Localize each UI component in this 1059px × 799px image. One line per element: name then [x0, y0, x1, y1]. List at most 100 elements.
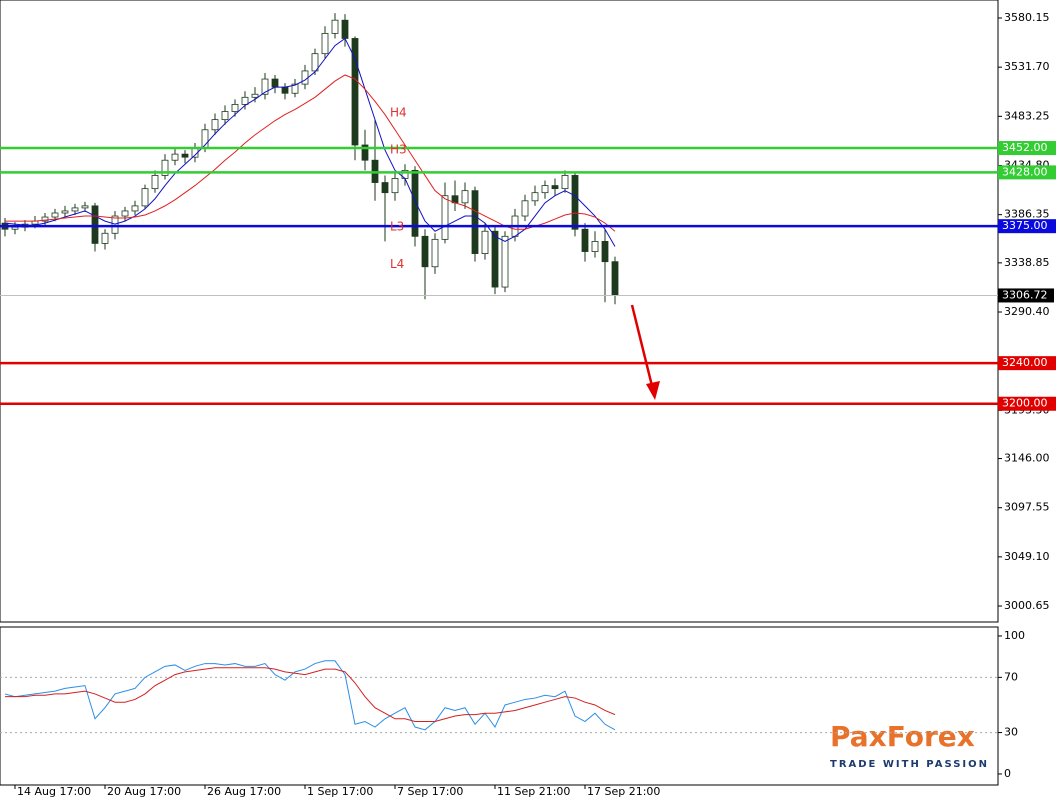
y-tick-label: 70	[1004, 670, 1018, 683]
candle-body	[301, 70, 309, 85]
y-tick-label: 3386.35	[1004, 208, 1050, 221]
candle-body	[421, 235, 429, 268]
logo-tagline: TRADE WITH PASSION	[830, 759, 989, 770]
candle-body	[491, 230, 499, 288]
logo-brand: PaxForex	[830, 720, 975, 753]
level-label: 3428.00	[1002, 165, 1048, 178]
y-tick-label: 3483.25	[1004, 109, 1050, 122]
candle-body	[501, 235, 509, 288]
candle-body	[561, 175, 569, 190]
y-tick-label: 3531.70	[1004, 60, 1050, 73]
candle-body	[611, 261, 619, 296]
candle-body	[591, 240, 599, 252]
x-tick-label: 7 Sep 17:00	[397, 785, 463, 798]
y-tick-label: 3580.15	[1004, 11, 1050, 24]
current-price-box	[998, 288, 1054, 303]
candle-body	[381, 182, 389, 194]
rsi-pane	[0, 626, 999, 786]
y-tick-label: 30	[1004, 726, 1018, 739]
candle-body	[271, 78, 279, 88]
candle-body	[361, 144, 369, 161]
candle-body	[211, 119, 219, 131]
y-tick-label: 3146.00	[1004, 452, 1050, 465]
y-tick-label: 3097.55	[1004, 501, 1050, 514]
y-tick-label: 3000.65	[1004, 599, 1050, 612]
y-tick-label: 0	[1004, 767, 1011, 780]
pivot-label: H3	[390, 143, 407, 157]
candle-body	[391, 178, 399, 194]
main-pane	[0, 0, 999, 623]
candle-body	[571, 175, 579, 230]
candle-body	[461, 190, 469, 204]
level-label: 3240.00	[1002, 356, 1048, 369]
candle-body	[51, 212, 59, 218]
candle-body	[81, 205, 89, 209]
candle-body	[221, 111, 229, 121]
candle-body	[101, 232, 109, 244]
candle-body	[341, 19, 349, 39]
candle-body	[551, 185, 559, 190]
line-series	[4, 660, 616, 731]
candle-body	[241, 96, 249, 105]
pivot-label: L3	[390, 220, 404, 234]
x-tick-label: 14 Aug 17:00	[17, 785, 91, 798]
logo: PaxForex TRADE WITH PASSION	[830, 720, 989, 770]
line-series	[5, 74, 616, 232]
level-box	[998, 165, 1056, 180]
candle-body	[521, 200, 529, 217]
pivot-label: H4	[390, 106, 407, 120]
level-label: 3452.00	[1002, 141, 1048, 154]
candle-body	[131, 205, 139, 212]
y-tick-label: 3290.40	[1004, 305, 1050, 318]
x-tick-label: 26 Aug 17:00	[207, 785, 281, 798]
candle-body	[141, 188, 149, 207]
candle-body	[581, 228, 589, 252]
candle-body	[181, 153, 189, 158]
y-tick-label: 100	[1004, 629, 1025, 642]
x-tick-label: 11 Sep 21:00	[497, 785, 570, 798]
candle-body	[251, 93, 259, 98]
x-tick-label: 17 Sep 21:00	[587, 785, 660, 798]
pivot-label: L4	[390, 257, 404, 271]
candle-body	[471, 190, 479, 254]
candle-body	[351, 38, 359, 146]
level-box	[998, 396, 1056, 411]
y-tick-label: 3049.10	[1004, 550, 1050, 563]
x-tick-label: 20 Aug 17:00	[107, 785, 181, 798]
candle-body	[231, 104, 239, 112]
candle-body	[281, 86, 289, 94]
candle-body	[161, 159, 169, 176]
level-label: 3200.00	[1002, 397, 1048, 410]
candle-body	[91, 205, 99, 244]
candle-body	[431, 238, 439, 268]
current-price-label: 3306.72	[1002, 288, 1048, 301]
candle-body	[121, 210, 129, 217]
candle-body	[171, 153, 179, 161]
level-box	[998, 219, 1056, 234]
candle-body	[151, 175, 159, 190]
line-series	[5, 667, 616, 723]
candle-body	[481, 230, 489, 254]
level-box	[998, 141, 1056, 156]
x-tick-label: 1 Sep 17:00	[307, 785, 373, 798]
candle-body	[41, 216, 49, 222]
candle-body	[291, 83, 299, 94]
level-box	[998, 356, 1056, 371]
candle-body	[331, 19, 339, 34]
candle-body	[541, 185, 549, 194]
candle-body	[531, 192, 539, 202]
candle-body	[311, 53, 319, 72]
candle-body	[61, 210, 69, 214]
candle-body	[11, 226, 19, 230]
candle-body	[71, 207, 79, 212]
line-series	[4, 37, 616, 247]
candle-body	[601, 240, 609, 263]
candle-body	[321, 32, 329, 55]
candle-body	[441, 195, 449, 240]
y-tick-label: 3338.85	[1004, 256, 1050, 269]
candle-body	[411, 169, 419, 237]
level-label: 3375.00	[1002, 219, 1048, 232]
candle-body	[261, 78, 269, 95]
arrow-head	[646, 381, 660, 400]
